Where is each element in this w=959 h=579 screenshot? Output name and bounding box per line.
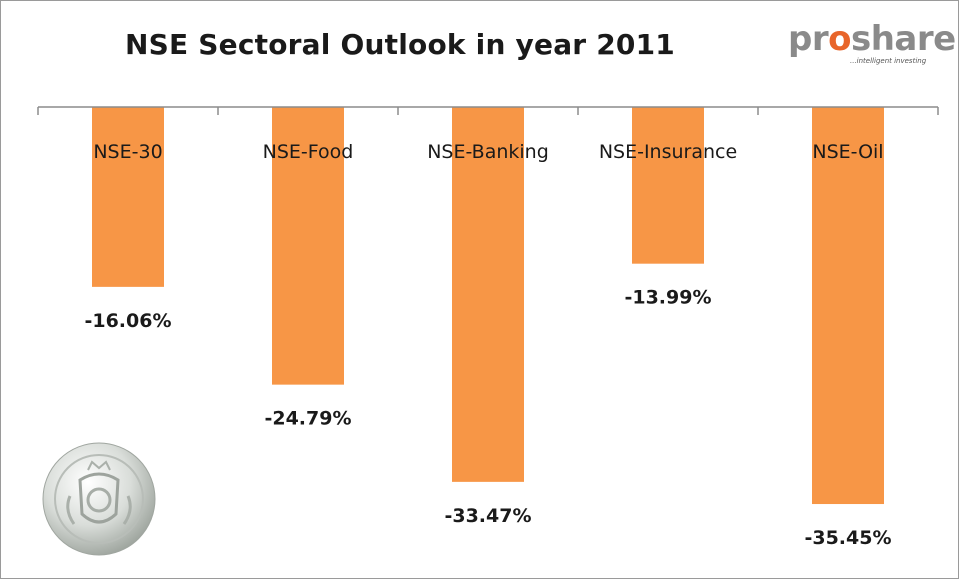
category-label-3: NSE-Insurance <box>599 141 737 163</box>
coat-of-arms-seal-icon <box>42 442 156 556</box>
bar-1 <box>272 107 344 385</box>
bar-3 <box>632 107 704 264</box>
category-label-0: NSE-30 <box>93 141 162 163</box>
bar-2 <box>452 107 524 482</box>
data-label-4: -35.45% <box>804 527 891 549</box>
data-label-3: -13.99% <box>624 287 711 309</box>
category-label-1: NSE-Food <box>263 141 354 163</box>
data-label-2: -33.47% <box>444 505 531 527</box>
chart-title: NSE Sectoral Outlook in year 2011 <box>125 28 675 61</box>
category-label-2: NSE-Banking <box>427 141 549 163</box>
bar-4 <box>812 107 884 505</box>
data-label-1: -24.79% <box>264 408 351 430</box>
proshare-logo: proshare ...intelligent investing <box>788 20 956 68</box>
category-label-4: NSE-Oil <box>812 141 883 163</box>
bar-0 <box>92 107 164 287</box>
logo-wordmark: proshare <box>788 19 956 59</box>
data-label-0: -16.06% <box>84 310 171 332</box>
logo-tagline: ...intelligent investing <box>850 57 927 65</box>
